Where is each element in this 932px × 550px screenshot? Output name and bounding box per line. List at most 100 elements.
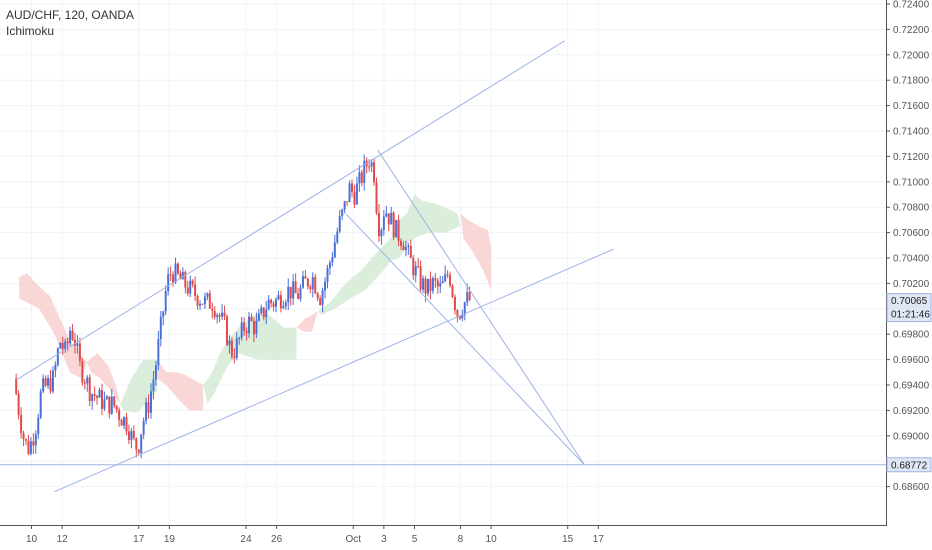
trendline[interactable] (54, 248, 614, 493)
candle-down (17, 394, 20, 415)
candle-up (162, 311, 165, 317)
candle-down (147, 402, 150, 413)
time-tick-label[interactable]: 26 (271, 534, 283, 545)
cloud-segment-bearish (296, 311, 318, 332)
price-tick-label[interactable]: 0.69400 (893, 381, 930, 392)
candle-down (412, 258, 415, 276)
candle-down (375, 182, 378, 213)
candle-down (32, 441, 35, 446)
candle-down (449, 274, 452, 286)
trendline[interactable] (15, 40, 565, 381)
indicator-label[interactable]: Ichimoku (6, 24, 55, 38)
price-tick-label[interactable]: 0.71400 (893, 127, 930, 138)
candle-down (377, 212, 380, 237)
time-tick-label[interactable]: 15 (562, 534, 574, 545)
candle-down (230, 340, 233, 357)
candle-down (71, 330, 74, 340)
price-tick-label[interactable]: 0.68600 (893, 482, 930, 493)
candle-up (199, 303, 202, 306)
price-tick-label[interactable]: 0.71600 (893, 101, 930, 112)
time-tick-label[interactable]: 5 (412, 534, 418, 545)
candle-up (390, 212, 393, 225)
time-tick-label[interactable]: 19 (164, 534, 176, 545)
candle-up (311, 277, 314, 289)
trendline[interactable] (377, 149, 585, 466)
grid (0, 0, 886, 525)
candle-down (294, 281, 297, 294)
horizontal-level-label: 0.68772 (891, 460, 928, 471)
candle-down (125, 417, 128, 432)
price-tick-label[interactable]: 0.72400 (893, 0, 930, 11)
candle-up (64, 341, 67, 349)
time-tick-label[interactable]: 10 (26, 534, 38, 545)
price-tick-label[interactable]: 0.70800 (893, 203, 930, 214)
trendlines[interactable] (0, 40, 886, 493)
candle-up (103, 399, 106, 409)
candle-down (279, 295, 282, 309)
price-tick-label[interactable]: 0.70600 (893, 228, 930, 239)
candle-down (100, 389, 103, 409)
candle-down (458, 316, 461, 319)
candle-up (370, 162, 373, 167)
candle-down (446, 274, 449, 276)
candle-down (208, 293, 211, 309)
price-tick-label[interactable]: 0.69600 (893, 355, 930, 366)
price-tick-label[interactable]: 0.72000 (893, 50, 930, 61)
candle-up (140, 434, 143, 453)
candle-up (56, 348, 59, 365)
price-tick-label[interactable]: 0.72200 (893, 25, 930, 36)
candle-up (59, 342, 62, 349)
candle-down (135, 438, 138, 450)
candle-down (74, 339, 77, 346)
time-tick-label[interactable]: 17 (593, 534, 605, 545)
candle-down (250, 316, 253, 321)
price-badges: 0.70065 01:21:46 0.68772 (886, 293, 932, 473)
price-tick-label[interactable]: 0.69800 (893, 330, 930, 341)
candle-up (37, 417, 40, 435)
cloud-segment-bullish (318, 194, 461, 316)
time-tick-label[interactable]: 8 (458, 534, 464, 545)
candle-down (211, 308, 214, 311)
time-tick-label[interactable]: 10 (486, 534, 498, 545)
time-tick-label[interactable]: 3 (381, 534, 387, 545)
candle-down (81, 360, 84, 383)
time-tick-label[interactable]: 17 (133, 534, 145, 545)
price-tick-label[interactable]: 0.70200 (893, 279, 930, 290)
candle-down (120, 419, 123, 426)
candle-down (184, 271, 187, 288)
candle-up (282, 306, 285, 309)
candle-up (76, 343, 79, 346)
candle-up (466, 292, 469, 303)
time-tick-label[interactable]: 12 (57, 534, 69, 545)
candle-up (426, 278, 429, 294)
candle-down (419, 266, 422, 290)
candle-down (218, 314, 221, 317)
candle-up (167, 274, 170, 292)
price-tick-label[interactable]: 0.69200 (893, 406, 930, 417)
candle-down (429, 278, 432, 291)
price-tick-label[interactable]: 0.71000 (893, 177, 930, 188)
candle-down (20, 414, 23, 434)
price-tick-label[interactable]: 0.69000 (893, 431, 930, 442)
candle-down (49, 378, 52, 392)
candle-down (61, 342, 64, 349)
candle-down (456, 310, 459, 317)
candle-down (360, 172, 363, 183)
price-tick-label[interactable]: 0.71200 (893, 152, 930, 163)
symbol-title[interactable]: AUD/CHF, 120, OANDA (6, 8, 135, 22)
candle-up (216, 314, 219, 318)
candle-up (348, 183, 351, 202)
candle-down (223, 312, 226, 317)
trendline[interactable] (345, 213, 585, 466)
time-tick-label[interactable]: Oct (345, 534, 361, 545)
candle-up (105, 396, 108, 400)
price-tick-label[interactable]: 0.71800 (893, 76, 930, 87)
candle-up (331, 257, 334, 263)
price-tick-label[interactable]: 0.70400 (893, 254, 930, 265)
time-tick-label[interactable]: 24 (240, 534, 252, 545)
candle-down (194, 284, 197, 296)
candle-down (468, 292, 471, 300)
